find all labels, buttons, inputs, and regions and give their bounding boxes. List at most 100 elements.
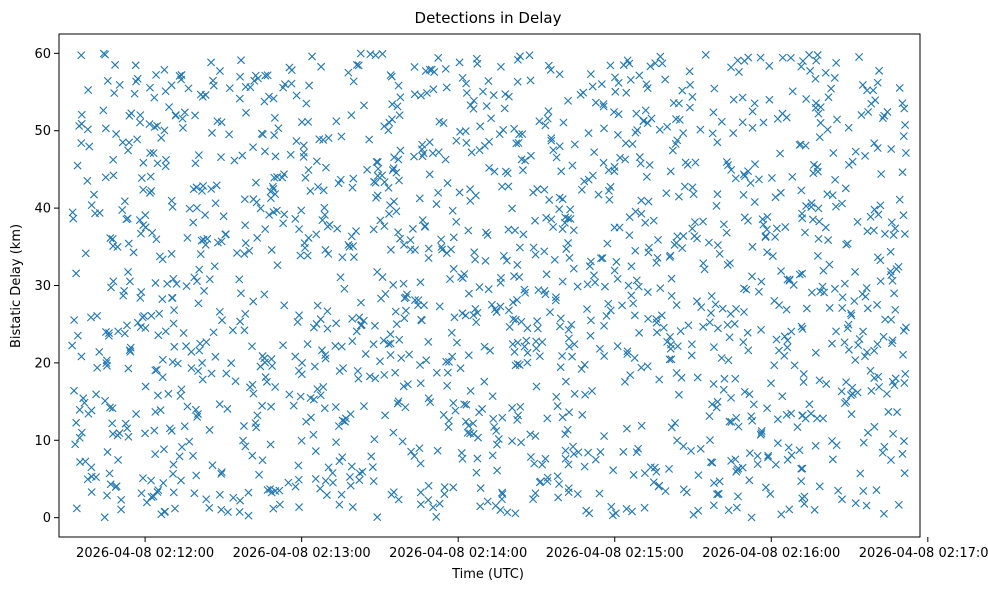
- data-point: [526, 430, 535, 439]
- data-point: [514, 139, 523, 147]
- data-point: [93, 311, 102, 320]
- data-point: [182, 282, 191, 291]
- data-point: [705, 318, 714, 327]
- data-point: [659, 323, 668, 332]
- data-point: [757, 429, 766, 438]
- data-point: [543, 414, 552, 423]
- data-point: [145, 83, 154, 92]
- data-point: [253, 411, 262, 420]
- data-point: [743, 328, 752, 337]
- data-point: [800, 499, 809, 508]
- data-point: [99, 106, 108, 115]
- y-tick-label: 0: [43, 511, 51, 526]
- data-point: [757, 277, 766, 286]
- data-point: [198, 358, 207, 367]
- data-point: [401, 306, 410, 315]
- y-tick-label: 50: [34, 124, 51, 139]
- data-point: [170, 504, 179, 513]
- data-point: [626, 75, 635, 84]
- data-point: [334, 422, 343, 431]
- data-point: [606, 61, 615, 70]
- data-point: [194, 367, 203, 376]
- data-point: [249, 195, 258, 204]
- data-point: [750, 99, 759, 108]
- data-point: [394, 495, 403, 504]
- data-point: [328, 468, 337, 477]
- data-point: [108, 419, 117, 428]
- data-point: [657, 311, 666, 320]
- data-point: [666, 251, 675, 260]
- data-point: [556, 314, 565, 323]
- data-point: [840, 399, 849, 408]
- data-point: [263, 486, 272, 494]
- data-point: [410, 90, 419, 99]
- data-point: [749, 400, 758, 409]
- data-point: [763, 212, 772, 221]
- data-point: [812, 56, 821, 65]
- data-point: [393, 102, 402, 111]
- data-point: [508, 403, 517, 412]
- data-point: [496, 302, 505, 311]
- data-point: [517, 438, 526, 447]
- data-point: [429, 503, 438, 512]
- data-point: [151, 450, 160, 459]
- data-point: [87, 463, 96, 472]
- data-point: [525, 51, 534, 60]
- data-point: [177, 443, 186, 451]
- data-point: [209, 328, 218, 337]
- data-point: [748, 242, 757, 251]
- data-point: [193, 409, 202, 418]
- data-point: [843, 324, 852, 333]
- data-point: [196, 339, 205, 348]
- data-point: [371, 51, 380, 60]
- data-point: [161, 507, 170, 516]
- data-point: [666, 332, 675, 341]
- data-point: [321, 245, 330, 254]
- data-point: [126, 347, 135, 356]
- data-point: [388, 115, 397, 124]
- data-point: [132, 77, 141, 86]
- data-point: [176, 391, 185, 400]
- data-point: [748, 123, 757, 132]
- data-point: [531, 216, 540, 225]
- data-point: [169, 319, 178, 328]
- data-point: [670, 240, 679, 249]
- data-point: [771, 460, 780, 469]
- data-point: [158, 373, 167, 382]
- data-point: [472, 318, 481, 327]
- data-point: [678, 244, 687, 253]
- data-point: [766, 489, 775, 498]
- data-point: [395, 176, 404, 185]
- data-point: [838, 495, 847, 504]
- data-point: [355, 313, 364, 322]
- data-point: [891, 374, 900, 383]
- data-point: [611, 87, 620, 96]
- data-point: [385, 209, 394, 218]
- data-point: [215, 490, 224, 499]
- data-point: [416, 278, 425, 287]
- data-point: [271, 152, 280, 161]
- data-point: [289, 401, 298, 410]
- data-point: [379, 336, 388, 345]
- data-point: [240, 195, 249, 204]
- data-point: [770, 361, 779, 370]
- data-point: [529, 243, 538, 252]
- data-point: [349, 242, 358, 251]
- data-point: [129, 248, 138, 257]
- data-point: [182, 342, 191, 351]
- data-point: [83, 125, 92, 134]
- data-point: [607, 502, 616, 511]
- data-point: [308, 52, 317, 61]
- data-point: [332, 117, 341, 126]
- data-point: [369, 340, 378, 349]
- data-point: [467, 148, 476, 157]
- data-point: [189, 185, 198, 194]
- data-point: [665, 355, 674, 364]
- data-point: [879, 509, 888, 518]
- data-point: [93, 363, 102, 372]
- data-point: [687, 446, 695, 455]
- data-point: [172, 279, 181, 288]
- data-point: [609, 108, 618, 117]
- data-point: [331, 341, 340, 350]
- data-point: [109, 171, 118, 180]
